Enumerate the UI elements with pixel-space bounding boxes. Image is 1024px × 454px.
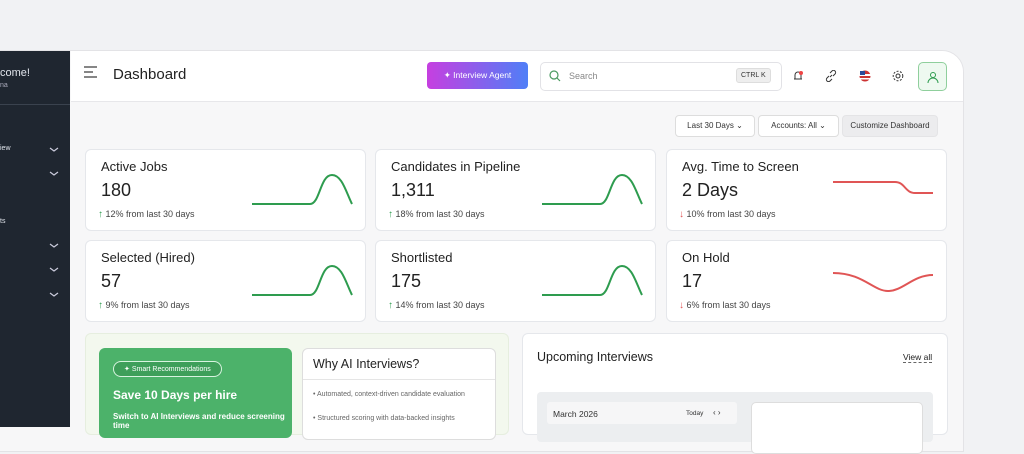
sparkline (833, 272, 934, 293)
bell-icon[interactable] (786, 64, 810, 88)
sparkline (542, 264, 643, 296)
card-title: Candidates in Pipeline (391, 159, 521, 174)
calendar-area: March 2026 Today ‹ › (537, 392, 933, 454)
sidebar: come! na iew ts (0, 51, 70, 427)
trend-arrow: ↓ (679, 209, 684, 220)
card-value: 17 (682, 271, 703, 291)
account-filter-label: Accounts: All (771, 121, 817, 130)
sparkline (833, 181, 933, 194)
card-change: ↓ 10% from last 30 days (679, 209, 776, 220)
kpi-card: Shortlisted 175 ↑ 14% from last 30 days (375, 240, 656, 322)
shortcut: CTRL K (736, 68, 771, 83)
kpi-card: Candidates in Pipeline 1,311 ↑ 18% from … (375, 149, 656, 231)
flag-icon[interactable] (853, 64, 877, 88)
account-filter[interactable]: Accounts: All ⌄ (758, 115, 839, 137)
calendar-today[interactable]: Today (686, 410, 704, 417)
calendar-nav[interactable]: ‹ › (713, 408, 721, 417)
page-title: Dashboard (113, 66, 187, 83)
kpi-card: On Hold 17 ↓ 6% from last 30 days (666, 240, 947, 322)
bullet-text: Structured scoring with data-backed insi… (317, 415, 455, 422)
greeting: come! (0, 67, 30, 79)
sparkline (252, 173, 353, 205)
link-icon[interactable] (819, 64, 843, 88)
recommendation-text: Switch to AI Interviews and reduce scree… (113, 412, 285, 430)
change-text: 18% from last 30 days (395, 209, 485, 219)
badge-label: Smart Recommendations (131, 366, 211, 373)
recommendation-card: ✦ Smart Recommendations Save 10 Days per… (99, 348, 292, 438)
card-title: On Hold (682, 250, 730, 265)
agent-label: Interview Agent (453, 70, 512, 80)
kpi-card: Selected (Hired) 57 ↑ 9% from last 30 da… (85, 240, 366, 322)
page: come! na iew ts Dashboard ✦ Interview Ag… (0, 50, 964, 454)
upcoming-title: Upcoming Interviews (537, 350, 654, 364)
card-value: 2 Days (682, 180, 739, 200)
kpi-card: Avg. Time to Screen 2 Days ↓ 10% from la… (666, 149, 947, 231)
user: na (0, 82, 8, 89)
sparkle: ✦ (443, 70, 454, 80)
recommendation-panel: ✦ Smart Recommendations Save 10 Days per… (85, 333, 509, 440)
change-text: 12% from last 30 days (105, 209, 195, 219)
card-change: ↑ 9% from last 30 days (98, 300, 190, 311)
card-title: Shortlisted (391, 250, 453, 265)
date-filter-label: Last 30 Days (687, 121, 734, 130)
customize-button[interactable]: Customize Dashboard (842, 115, 938, 137)
calendar-detail (751, 402, 923, 454)
change-text: 10% from last 30 days (686, 209, 776, 219)
trend-arrow: ↑ (388, 209, 393, 220)
card-change: ↑ 14% from last 30 days (388, 300, 485, 311)
search-box[interactable]: Search CTRL K (540, 62, 782, 91)
card-value: 57 (101, 271, 122, 291)
trend-arrow: ↑ (98, 300, 103, 311)
why-divider (303, 379, 495, 380)
sparkline (542, 173, 643, 205)
date-filter[interactable]: Last 30 Days ⌄ (675, 115, 755, 137)
nav-item[interactable]: iew (0, 145, 11, 152)
card-change: ↓ 6% from last 30 days (679, 300, 771, 311)
view-all[interactable]: View all (903, 352, 933, 363)
search-icon (549, 70, 561, 82)
sparkline (252, 264, 353, 296)
card-value: 180 (101, 180, 132, 200)
why-card: Why AI Interviews? • Automated, context-… (302, 348, 496, 440)
calendar-month: March 2026 (553, 409, 598, 419)
card-change: ↑ 18% from last 30 days (388, 209, 485, 220)
bullet-text: Automated, context-driven candidate eval… (317, 391, 465, 398)
search-placeholder: Search (569, 71, 598, 81)
why-bullet: • Structured scoring with data-backed in… (313, 415, 455, 422)
why-title: Why AI Interviews? (313, 357, 420, 371)
divider (0, 104, 70, 105)
card-title: Avg. Time to Screen (682, 159, 799, 174)
change-text: 9% from last 30 days (105, 300, 190, 310)
recommendation-title: Save 10 Days per hire (113, 388, 238, 402)
chevrons (49, 147, 59, 297)
why-bullet: • Automated, context-driven candidate ev… (313, 391, 465, 398)
card-value: 175 (391, 271, 422, 291)
upcoming-panel: Upcoming Interviews View all March 2026 … (522, 333, 948, 454)
card-title: Active Jobs (101, 159, 168, 174)
profile-icon[interactable] (918, 62, 947, 91)
trend-arrow: ↑ (98, 209, 103, 220)
menu-icon[interactable] (84, 66, 98, 78)
settings-icon[interactable] (886, 64, 910, 88)
trend-arrow: ↓ (679, 300, 684, 311)
trend-arrow: ↑ (388, 300, 393, 311)
card-value: 1,311 (391, 180, 435, 200)
card-title: Selected (Hired) (101, 250, 195, 265)
calendar-header: March 2026 Today ‹ › (547, 402, 737, 424)
change-text: 14% from last 30 days (395, 300, 485, 310)
agent-button[interactable]: ✦ Interview Agent (427, 62, 528, 89)
badge: ✦ Smart Recommendations (113, 361, 222, 377)
change-text: 6% from last 30 days (686, 300, 771, 310)
kpi-card: Active Jobs 180 ↑ 12% from last 30 days (85, 149, 366, 231)
card-change: ↑ 12% from last 30 days (98, 209, 195, 220)
nav-item[interactable]: ts (0, 218, 6, 225)
